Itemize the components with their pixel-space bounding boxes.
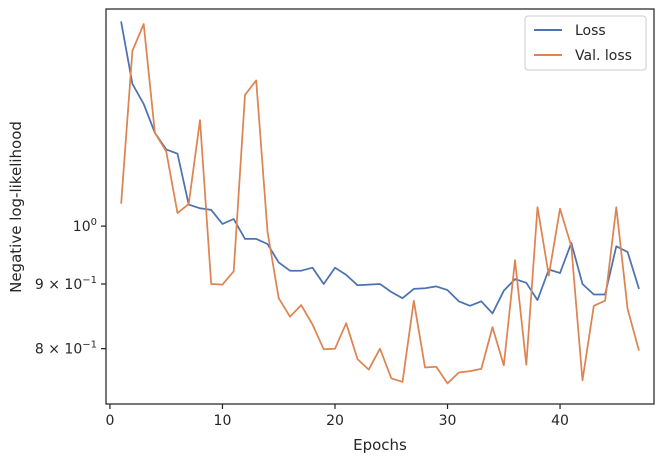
y-tick-label: 9 × 10−1 [35,275,97,293]
series-layer [120,21,640,385]
legend: Loss Val. loss [524,15,647,71]
x-axis-ticks: 0 10 20 30 40 [105,404,569,429]
x-tick-label: 20 [326,413,344,429]
y-tick-label: 100 [73,217,97,235]
series-line-loss [120,21,640,315]
x-tick-label: 30 [439,413,457,429]
plot-background [106,9,654,404]
legend-label-val-loss: Val. loss [575,48,632,64]
x-tick-label: 10 [214,413,232,429]
y-axis-ticks: 100 9 × 10−1 8 × 10−1 [35,217,106,358]
series-line-val-loss [120,23,640,385]
y-axis-label: Negative log-likelihood [7,121,25,293]
legend-label-loss: Loss [575,23,606,39]
y-tick-label: 8 × 10−1 [35,340,97,358]
x-tick-label: 0 [105,413,114,429]
x-axis-label: Epochs [353,436,407,454]
plot-frame [105,8,655,405]
x-tick-label: 40 [551,413,569,429]
